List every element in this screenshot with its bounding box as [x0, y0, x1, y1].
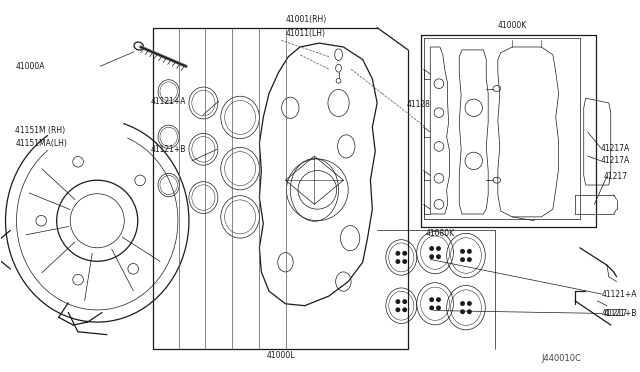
Text: 41000K: 41000K: [498, 21, 527, 30]
Text: 41217A: 41217A: [601, 144, 630, 153]
Circle shape: [461, 310, 464, 314]
Text: 41000L: 41000L: [266, 352, 295, 360]
Circle shape: [403, 251, 406, 255]
Text: 41217: 41217: [604, 172, 628, 181]
Circle shape: [436, 255, 440, 259]
Circle shape: [461, 250, 464, 253]
Circle shape: [396, 300, 399, 303]
Text: 41001(RH): 41001(RH): [285, 16, 326, 25]
Circle shape: [436, 298, 440, 301]
Text: 41217A: 41217A: [601, 156, 630, 166]
Circle shape: [430, 255, 433, 259]
Text: 41121+A: 41121+A: [150, 97, 186, 106]
Text: 41121+B: 41121+B: [602, 309, 637, 318]
Circle shape: [461, 258, 464, 262]
Circle shape: [468, 250, 471, 253]
Circle shape: [403, 260, 406, 263]
Circle shape: [396, 251, 399, 255]
Circle shape: [468, 310, 471, 314]
Circle shape: [396, 260, 399, 263]
Text: 41128: 41128: [406, 100, 430, 109]
Circle shape: [403, 300, 406, 303]
Circle shape: [396, 308, 399, 311]
Text: 41011(LH): 41011(LH): [285, 29, 326, 38]
Text: 41080K: 41080K: [426, 229, 454, 238]
Circle shape: [468, 302, 471, 305]
Circle shape: [430, 298, 433, 301]
Text: J440010C: J440010C: [541, 354, 581, 363]
Circle shape: [430, 247, 433, 250]
Circle shape: [403, 308, 406, 311]
Text: 41151M (RH): 41151M (RH): [15, 125, 65, 135]
Text: 41000A: 41000A: [15, 62, 45, 71]
Text: 41121+B: 41121+B: [150, 145, 186, 154]
Text: 41151MA(LH): 41151MA(LH): [15, 139, 67, 148]
Circle shape: [468, 258, 471, 262]
Circle shape: [430, 306, 433, 310]
Circle shape: [436, 247, 440, 250]
Circle shape: [461, 302, 464, 305]
Text: 41121+A: 41121+A: [602, 290, 637, 299]
Text: 41217: 41217: [604, 309, 628, 318]
Circle shape: [436, 306, 440, 310]
